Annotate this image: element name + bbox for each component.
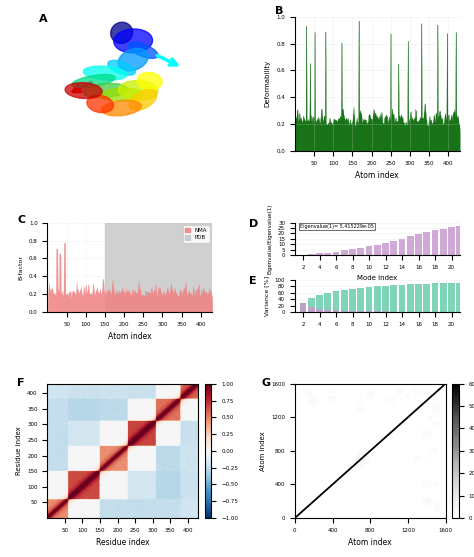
Bar (399, 239, 405, 255)
Bar (391, 311, 397, 312)
Bar (374, 286, 381, 312)
Bar (365, 246, 373, 255)
Ellipse shape (129, 90, 157, 110)
Y-axis label: Atom index: Atom index (260, 431, 265, 471)
Bar (423, 232, 430, 255)
Bar (374, 311, 381, 312)
Bar (341, 251, 348, 255)
Text: F: F (17, 378, 25, 388)
Bar (407, 284, 414, 312)
Text: C: C (18, 216, 26, 226)
X-axis label: Mode index: Mode index (357, 275, 397, 281)
Bar (333, 252, 339, 255)
Bar (448, 283, 455, 312)
Bar (324, 252, 331, 255)
Y-axis label: Deformability: Deformability (265, 60, 271, 108)
Bar (349, 311, 356, 312)
Bar (382, 286, 389, 312)
Text: G: G (262, 378, 271, 388)
Ellipse shape (83, 66, 127, 80)
Text: A: A (39, 14, 48, 24)
Bar (448, 227, 455, 255)
Y-axis label: Variance [%]: Variance [%] (264, 276, 269, 316)
Ellipse shape (65, 82, 102, 99)
Ellipse shape (111, 22, 133, 43)
Text: D: D (249, 219, 258, 229)
Ellipse shape (108, 60, 136, 75)
Bar (440, 283, 447, 312)
Bar (365, 311, 373, 312)
Bar (382, 311, 389, 312)
Legend: NMA, PDB: NMA, PDB (182, 226, 210, 243)
Bar (341, 311, 348, 312)
Bar (324, 293, 331, 312)
Bar (415, 284, 422, 312)
Bar (432, 231, 438, 255)
Bar (333, 291, 339, 312)
Bar (357, 288, 364, 312)
Bar (391, 241, 397, 255)
Bar (407, 237, 414, 255)
Ellipse shape (118, 81, 158, 100)
X-axis label: Atom index: Atom index (356, 171, 399, 180)
Bar (333, 310, 339, 312)
Bar (374, 245, 381, 255)
Text: E: E (249, 276, 256, 286)
Y-axis label: Residue index: Residue index (16, 427, 22, 475)
Text: Eigenvalue(1)= 5.415229e-05: Eigenvalue(1)= 5.415229e-05 (300, 224, 374, 229)
Bar (456, 226, 463, 255)
Bar (357, 311, 364, 312)
Bar (316, 309, 323, 312)
Ellipse shape (100, 88, 144, 101)
X-axis label: Residue index: Residue index (96, 538, 150, 548)
Bar (349, 250, 356, 255)
Bar (391, 285, 397, 312)
Y-axis label: Eigenvalue/Eigenvalue(1): Eigenvalue/Eigenvalue(1) (267, 204, 273, 274)
Ellipse shape (118, 48, 148, 71)
X-axis label: Atom index: Atom index (108, 333, 152, 341)
Ellipse shape (114, 29, 153, 53)
Bar (308, 307, 315, 312)
Bar (456, 282, 463, 312)
Ellipse shape (137, 72, 162, 90)
Bar (349, 289, 356, 312)
Bar (308, 299, 315, 312)
Bar (324, 310, 331, 312)
Bar (316, 253, 323, 255)
Bar (440, 229, 447, 255)
Bar (105, 223, 212, 312)
Ellipse shape (72, 75, 115, 88)
Bar (316, 295, 323, 312)
Ellipse shape (83, 84, 128, 97)
Bar (341, 290, 348, 312)
Text: B: B (275, 6, 283, 16)
Bar (300, 304, 307, 312)
Bar (399, 285, 405, 312)
Bar (382, 243, 389, 255)
Ellipse shape (87, 95, 113, 113)
Bar (432, 283, 438, 312)
X-axis label: Atom index: Atom index (348, 538, 392, 548)
Y-axis label: B-factor: B-factor (18, 255, 23, 280)
Bar (308, 254, 315, 255)
Bar (365, 287, 373, 312)
Bar (300, 304, 307, 312)
Ellipse shape (102, 100, 141, 116)
Bar (357, 248, 364, 255)
Bar (423, 284, 430, 312)
Bar (415, 234, 422, 255)
Ellipse shape (128, 42, 158, 58)
